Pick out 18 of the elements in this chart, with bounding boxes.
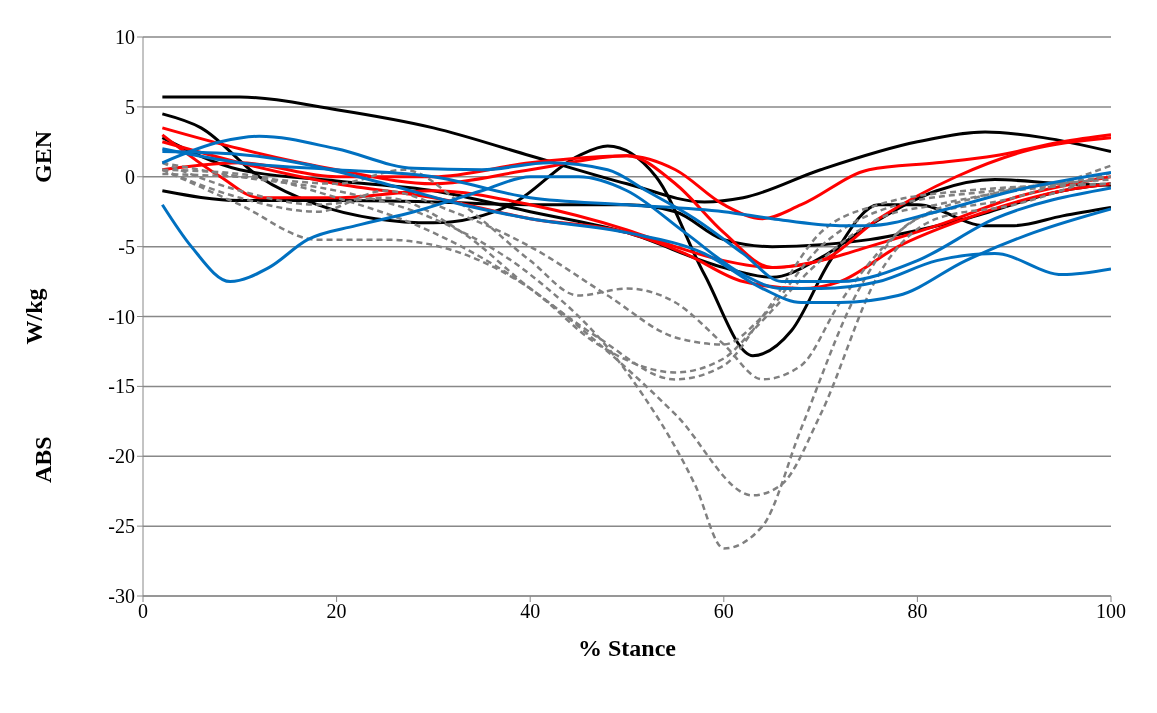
y-axis-title: W/kg [20,288,47,345]
x-tick-label: 40 [520,600,541,623]
x-tick-label: 20 [326,600,347,623]
x-tick-label: 60 [713,600,734,623]
y-tick-label: -15 [108,375,135,398]
y-tick-label: -25 [108,515,135,538]
y-tick-label: -10 [108,305,135,328]
y-tick-label: -30 [108,585,135,608]
x-axis-title: % Stance [578,635,677,661]
x-tick-label: 100 [1096,600,1126,623]
y-tick-label: -20 [108,445,135,468]
y-tick-label: -5 [118,235,135,258]
x-tick-label: 80 [907,600,928,623]
y-tick-label: 0 [125,165,135,188]
text: GEN [30,130,57,183]
text: ABS [30,436,57,483]
y-tick-label: 10 [115,26,135,49]
y-tick-label: 5 [125,95,135,118]
